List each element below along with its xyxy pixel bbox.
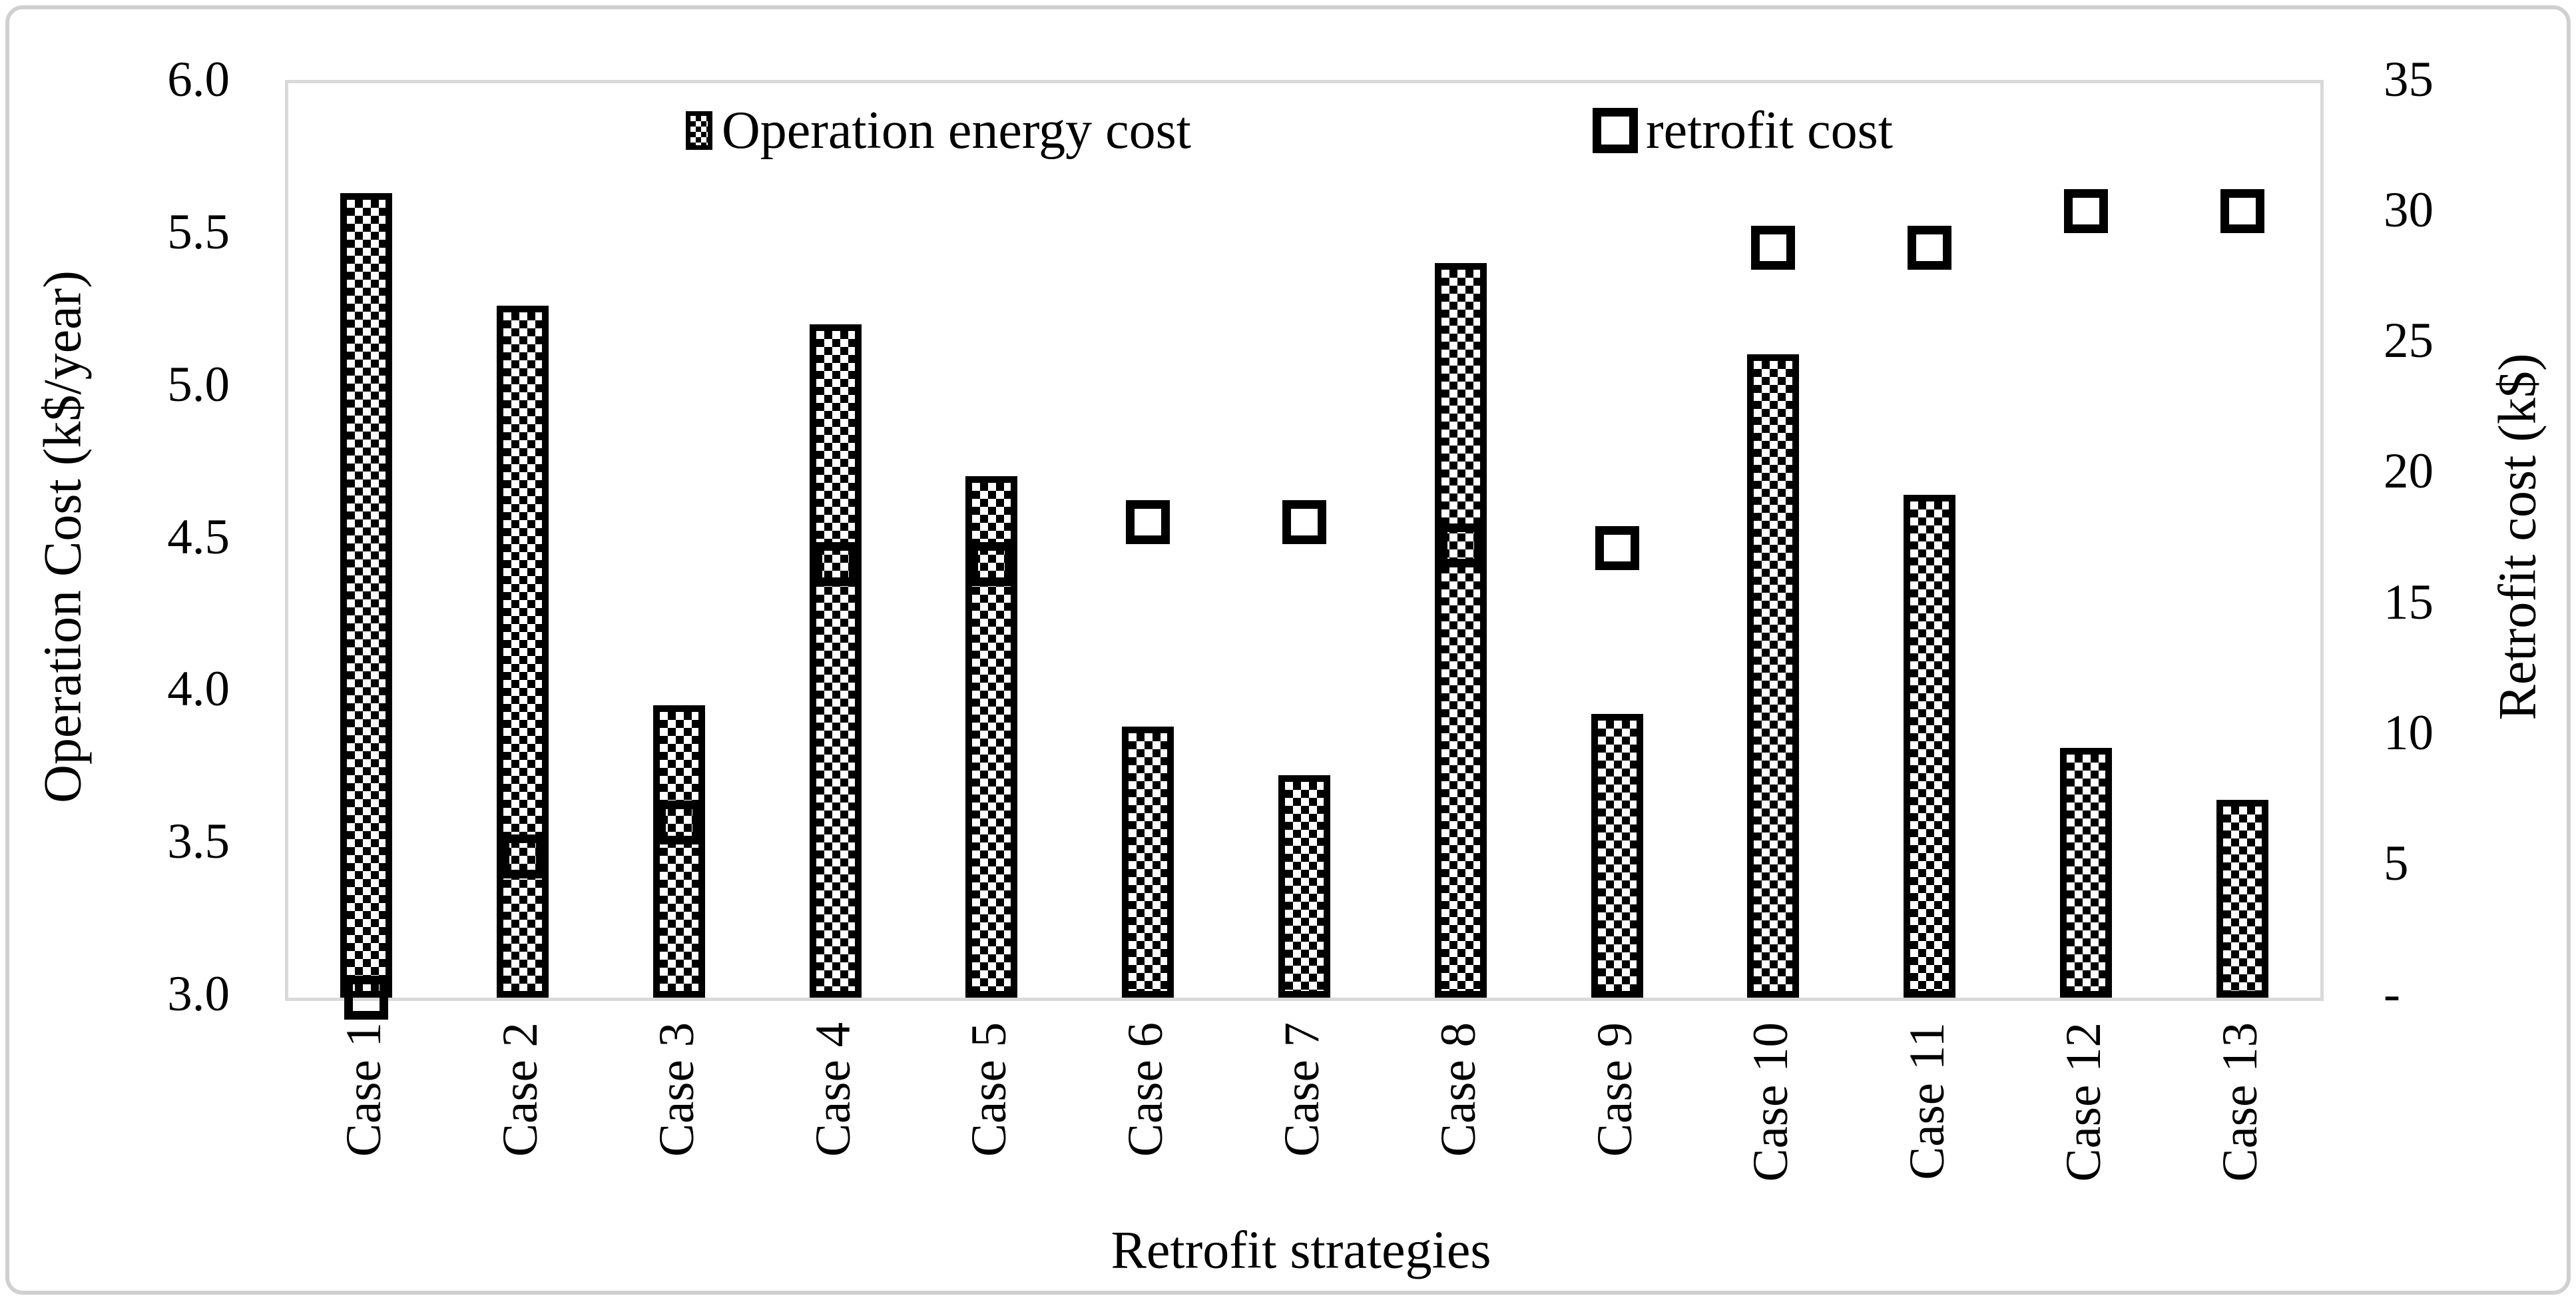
right-axis-tick-label: 15	[2384, 574, 2434, 630]
retrofit-marker-case-11	[1908, 226, 1952, 270]
retrofit-marker-case-9	[1595, 526, 1639, 571]
bar-case-8	[1434, 263, 1487, 998]
retrofit-marker-case-4	[813, 541, 858, 586]
x-axis-tick-label-case-4: Case 4	[805, 1022, 861, 1157]
retrofit-marker-case-6	[1126, 500, 1170, 545]
bar-case-3	[652, 705, 705, 998]
x-axis-tick-label-case-13: Case 13	[2212, 1022, 2268, 1182]
legend-label: retrofit cost	[1646, 101, 1893, 160]
chart-outer-border	[5, 5, 2571, 1295]
legend-label: Operation energy cost	[722, 101, 1191, 160]
right-axis-tick-label: 5	[2384, 835, 2409, 891]
retrofit-marker-case-8	[1438, 523, 1483, 568]
x-axis-tick-label-case-9: Case 9	[1587, 1022, 1643, 1157]
left-axis-tick-label: 6.0	[167, 52, 230, 107]
x-axis-tick-label-case-12: Case 12	[2055, 1022, 2111, 1182]
bar-case-12	[2059, 747, 2112, 998]
bar-case-1	[340, 192, 393, 998]
retrofit-marker-case-2	[501, 834, 545, 879]
retrofit-marker-case-12	[2063, 189, 2108, 234]
left-axis-tick-label: 4.5	[167, 509, 230, 565]
right-axis-tick-label: 35	[2384, 52, 2434, 107]
x-axis-title: Retrofit strategies	[1111, 1221, 1491, 1280]
left-axis-tick-label: 5.0	[167, 356, 230, 412]
x-axis-tick-label-case-6: Case 6	[1118, 1022, 1174, 1157]
legend-item-operation-energy-cost: Operation energy cost	[686, 99, 1191, 162]
bar-case-4	[809, 324, 862, 998]
bar-case-11	[1904, 494, 1956, 998]
bar-case-5	[965, 476, 1018, 998]
bar-case-6	[1122, 726, 1174, 998]
retrofit-marker-case-7	[1282, 500, 1326, 545]
retrofit-marker-case-3	[656, 801, 701, 845]
retrofit-marker-case-13	[2220, 189, 2264, 234]
bar-case-9	[1591, 714, 1643, 998]
x-axis-tick-label-case-3: Case 3	[648, 1022, 704, 1157]
bar-case-13	[2216, 799, 2268, 998]
left-axis-tick-label: 4.0	[167, 661, 230, 717]
plot-area	[285, 80, 2324, 1020]
retrofit-marker-case-5	[969, 541, 1014, 586]
right-axis-tick-label: -	[2384, 966, 2400, 1022]
left-axis-tick-label: 3.0	[167, 966, 230, 1022]
x-axis-tick-label-case-2: Case 2	[493, 1022, 549, 1157]
right-axis-title: Retrofit cost (k$)	[2488, 353, 2547, 721]
right-axis-tick-label: 10	[2384, 705, 2434, 761]
left-axis-tick-label: 3.5	[167, 814, 230, 870]
right-axis-tick-label: 25	[2384, 313, 2434, 369]
bar-case-7	[1278, 775, 1330, 998]
x-axis-tick-label-case-8: Case 8	[1430, 1022, 1486, 1157]
legend-item-retrofit-cost: retrofit cost	[1593, 99, 1893, 162]
bar-case-10	[1747, 354, 1800, 998]
left-axis-tick-label: 5.5	[167, 204, 230, 260]
retrofit-marker-case-1	[344, 976, 389, 1020]
x-axis-tick-label-case-7: Case 7	[1274, 1022, 1330, 1157]
retrofit-marker-case-10	[1751, 226, 1796, 270]
right-axis-tick-label: 30	[2384, 182, 2434, 238]
x-axis-tick-label-case-5: Case 5	[961, 1022, 1017, 1157]
x-axis-tick-label-case-1: Case 1	[336, 1022, 392, 1157]
bar-case-2	[497, 306, 549, 998]
x-axis-tick-label-case-11: Case 11	[1900, 1022, 1955, 1180]
patterned-bar-swatch-icon	[686, 111, 712, 150]
x-axis-tick-label-case-10: Case 10	[1743, 1022, 1799, 1182]
right-axis-tick-label: 20	[2384, 444, 2434, 499]
open-square-swatch-icon	[1593, 108, 1638, 153]
